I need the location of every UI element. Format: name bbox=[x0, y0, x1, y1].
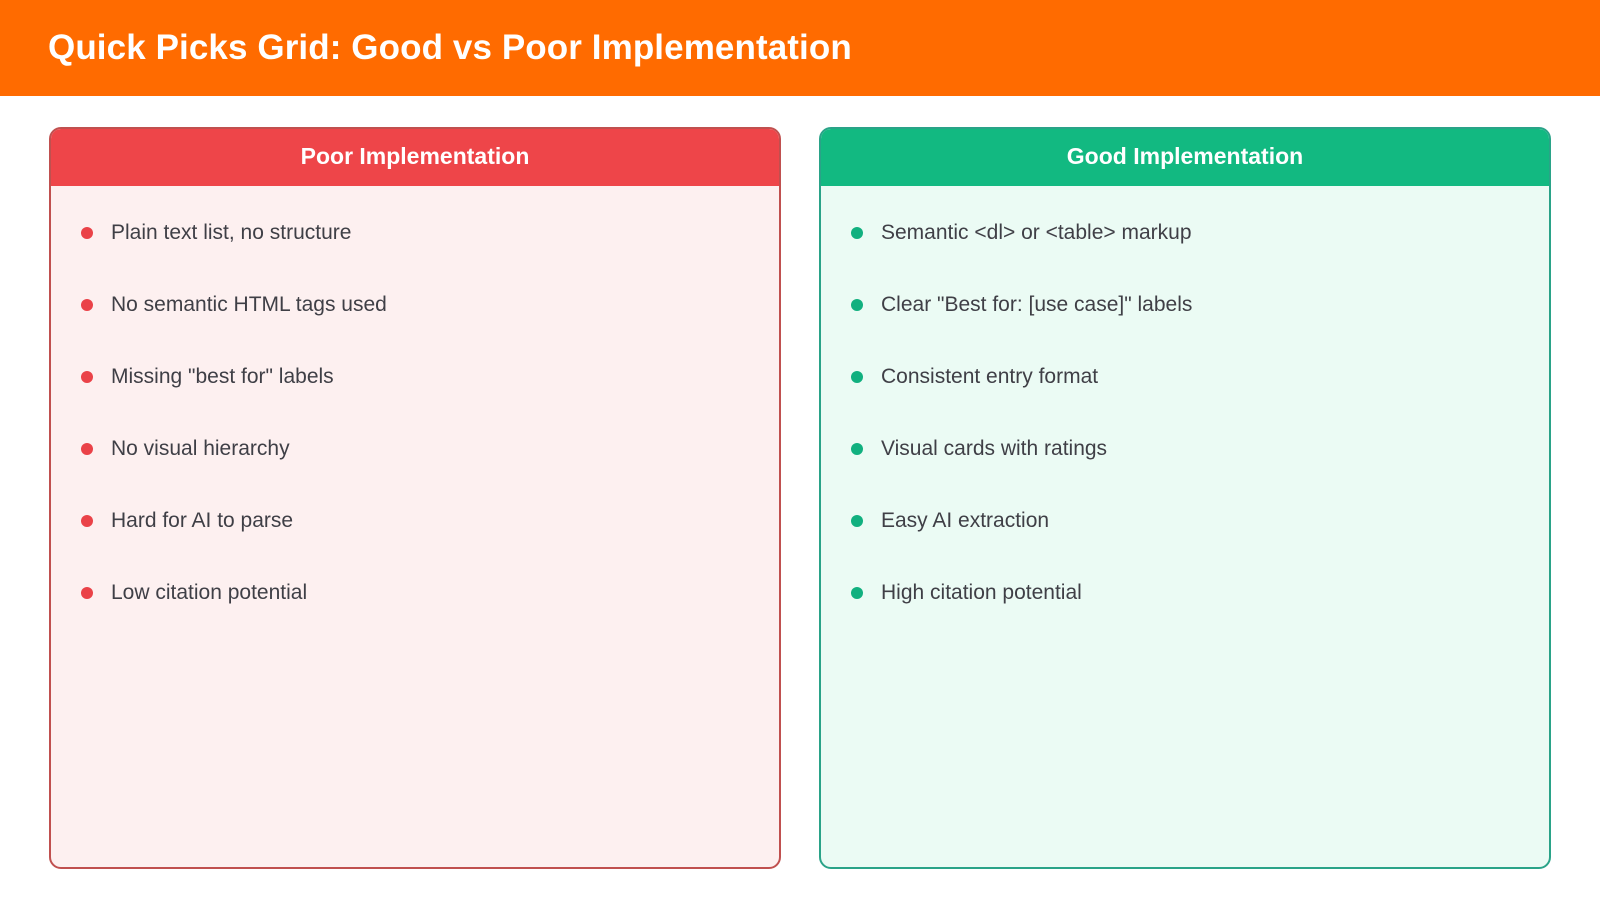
list-item-text: No semantic HTML tags used bbox=[111, 293, 387, 316]
list-item-text: High citation potential bbox=[881, 581, 1082, 604]
page-title: Quick Picks Grid: Good vs Poor Implement… bbox=[48, 28, 852, 67]
green-dot-icon bbox=[851, 371, 863, 383]
list-item-text: Plain text list, no structure bbox=[111, 221, 352, 244]
list-item-text: Consistent entry format bbox=[881, 365, 1099, 388]
list-item: Missing "best for" labels bbox=[51, 341, 779, 413]
list-item: Consistent entry format bbox=[821, 341, 1549, 413]
poor-implementation-card: Poor Implementation Plain text list, no … bbox=[49, 127, 781, 869]
green-dot-icon bbox=[851, 299, 863, 311]
green-dot-icon bbox=[851, 587, 863, 599]
poor-card-header: Poor Implementation bbox=[51, 129, 779, 186]
list-item: No semantic HTML tags used bbox=[51, 269, 779, 341]
good-implementation-card: Good Implementation Semantic <dl> or <ta… bbox=[819, 127, 1551, 869]
good-card-header: Good Implementation bbox=[821, 129, 1549, 186]
green-dot-icon bbox=[851, 515, 863, 527]
list-item-text: Hard for AI to parse bbox=[111, 509, 294, 532]
list-item-text: Easy AI extraction bbox=[881, 509, 1050, 532]
list-item: Easy AI extraction bbox=[821, 485, 1549, 557]
list-item: Clear "Best for: [use case]" labels bbox=[821, 269, 1549, 341]
green-dot-icon bbox=[851, 443, 863, 455]
list-item-text: No visual hierarchy bbox=[111, 437, 290, 460]
red-dot-icon bbox=[81, 227, 93, 239]
title-bar: Quick Picks Grid: Good vs Poor Implement… bbox=[0, 0, 1600, 96]
list-item: Plain text list, no structure bbox=[51, 197, 779, 269]
red-dot-icon bbox=[81, 443, 93, 455]
list-item: Visual cards with ratings bbox=[821, 413, 1549, 485]
poor-items-list: Plain text list, no structure No semanti… bbox=[51, 186, 779, 629]
red-dot-icon bbox=[81, 587, 93, 599]
list-item: High citation potential bbox=[821, 557, 1549, 629]
green-dot-icon bbox=[851, 227, 863, 239]
red-dot-icon bbox=[81, 299, 93, 311]
list-item-text: Missing "best for" labels bbox=[111, 365, 334, 388]
good-items-list: Semantic <dl> or <table> markup Clear "B… bbox=[821, 186, 1549, 629]
list-item: Hard for AI to parse bbox=[51, 485, 779, 557]
list-item-text: Clear "Best for: [use case]" labels bbox=[881, 293, 1193, 316]
list-item: Low citation potential bbox=[51, 557, 779, 629]
list-item-text: Visual cards with ratings bbox=[881, 437, 1108, 460]
list-item-text: Semantic <dl> or <table> markup bbox=[881, 221, 1192, 244]
red-dot-icon bbox=[81, 515, 93, 527]
red-dot-icon bbox=[81, 371, 93, 383]
list-item: No visual hierarchy bbox=[51, 413, 779, 485]
list-item-text: Low citation potential bbox=[111, 581, 308, 604]
list-item: Semantic <dl> or <table> markup bbox=[821, 197, 1549, 269]
